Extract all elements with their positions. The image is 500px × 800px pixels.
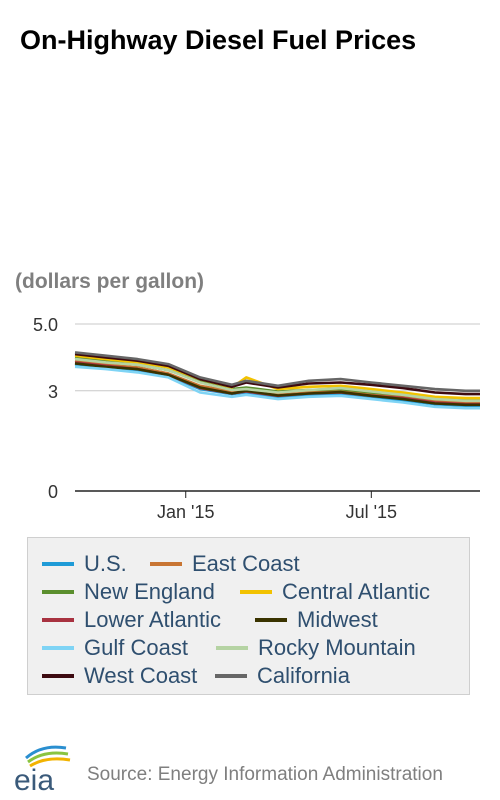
- y-tick-label: 5.0: [33, 315, 58, 335]
- legend-item: Rocky Mountain: [216, 635, 416, 661]
- legend-label: East Coast: [192, 551, 300, 576]
- logo-text: eia: [14, 764, 54, 794]
- chart-legend: U.S. East Coast New England Central Atlanti…: [27, 537, 470, 695]
- legend-swatch: [42, 674, 74, 678]
- legend-item: Lower Atlantic: [42, 607, 221, 633]
- legend-swatch: [42, 618, 74, 622]
- legend-item: Gulf Coast: [42, 635, 188, 661]
- series-line-rocky-mountain: [74, 357, 480, 403]
- eia-logo: eia: [14, 745, 71, 794]
- series-line-california: [74, 351, 480, 393]
- legend-label: U.S.: [84, 551, 127, 576]
- units-label: (dollars per gallon): [15, 270, 205, 293]
- legend-item: West Coast: [42, 663, 197, 689]
- chart-axes: 0 3 5.0 Jan '15 Jul '15: [33, 315, 480, 522]
- legend-swatch: [150, 562, 182, 566]
- chart-series: [74, 351, 480, 410]
- x-tick-label: Jan '15: [157, 502, 214, 522]
- chart-gridlines: [75, 323, 480, 392]
- series-line-west-coast: [74, 352, 480, 396]
- legend-swatch: [255, 618, 287, 622]
- legend-item: New England: [42, 579, 215, 605]
- legend-item: East Coast: [150, 551, 300, 577]
- legend-label: Lower Atlantic: [84, 607, 221, 632]
- legend-swatch: [42, 590, 74, 594]
- legend-label: Gulf Coast: [84, 635, 188, 660]
- y-tick-label: 0: [48, 482, 58, 502]
- legend-item: U.S.: [42, 551, 127, 577]
- legend-label: West Coast: [84, 663, 198, 688]
- legend-swatch: [240, 590, 272, 594]
- legend-label: California: [257, 663, 350, 688]
- y-tick-label: 3: [48, 382, 58, 402]
- series-line-midwest: [74, 362, 480, 407]
- footer: eia Source: Energy Information Administr…: [0, 740, 500, 800]
- legend-item: Midwest: [255, 607, 378, 633]
- legend-label: New England: [84, 579, 215, 604]
- x-tick-label: Jul '15: [346, 502, 397, 522]
- legend-swatch: [215, 674, 247, 678]
- page-title: On-Highway Diesel Fuel Prices: [20, 25, 417, 55]
- legend-label: Central Atlantic: [282, 579, 430, 604]
- series-line-central-atlantic: [74, 354, 480, 400]
- line-chart: 0 3 5.0 Jan '15 Jul '15: [33, 315, 480, 522]
- legend-swatch: [42, 646, 74, 650]
- legend-swatch: [216, 646, 248, 650]
- legend-item: Central Atlantic: [240, 579, 430, 605]
- legend-swatch: [42, 562, 74, 566]
- source-text: Source: Energy Information Administratio…: [87, 764, 443, 785]
- series-line-gulf-coast: [74, 365, 480, 410]
- legend-label: Midwest: [297, 607, 378, 632]
- legend-item: California: [215, 663, 350, 689]
- legend-label: Rocky Mountain: [258, 635, 416, 660]
